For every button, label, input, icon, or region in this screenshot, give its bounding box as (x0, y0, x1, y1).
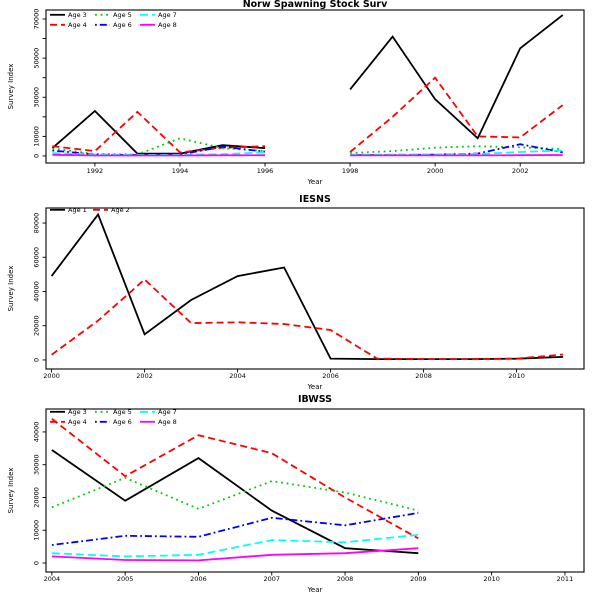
x-axis-tick-label: 2005 (117, 575, 134, 583)
legend-label-age-5: Age 5 (113, 408, 132, 416)
chart-title: IBWSS (298, 395, 332, 405)
series-line-age-5 (51, 476, 419, 512)
series-line-age-3 (349, 14, 564, 140)
series-line-age-8 (51, 547, 419, 562)
series-line-age-8 (52, 153, 266, 157)
chart-title: Norw Spawning Stock Surv (243, 0, 388, 10)
y-axis-tick-label: 40000 (33, 281, 41, 302)
x-axis-label: Year (307, 178, 323, 186)
series-line-age-7 (350, 149, 563, 156)
series-line-age-6 (51, 512, 419, 546)
legend-label-age-6: Age 6 (113, 21, 132, 29)
y-axis-tick-label: 50000 (33, 48, 41, 69)
x-axis-tick-label: 2004 (44, 575, 61, 583)
y-axis-tick-label: 10000 (33, 520, 41, 541)
x-axis-tick-label: 2009 (410, 575, 427, 583)
chart-iesns: IESNS 2000 2002 2004 2006 2008 2010 0 20000 40000… (7, 195, 585, 391)
legend-label-age-1: Age 1 (68, 206, 87, 214)
y-axis-label: Survey Index (7, 266, 15, 312)
x-axis-tick-label: 2000 (43, 372, 60, 380)
plot-box (45, 9, 585, 164)
series-line-age-2 (51, 278, 564, 361)
series-line-age-7 (51, 533, 419, 558)
x-axis-tick-label: 2007 (263, 575, 280, 583)
legend-label-age-4: Age 4 (68, 418, 87, 426)
legend-label-age-3: Age 3 (68, 11, 87, 19)
x-axis-tick-label: 2004 (229, 372, 246, 380)
x-axis-tick-label: 2006 (322, 372, 339, 380)
y-axis-tick-label: 10000 (33, 126, 41, 147)
legend-label-age-2: Age 2 (111, 206, 130, 214)
legend-label-age-7: Age 7 (158, 11, 177, 19)
x-axis-tick-label: 2008 (415, 372, 432, 380)
y-axis-tick-label: 70000 (33, 9, 41, 30)
y-axis-label: Survey Index (7, 468, 15, 514)
chart-ibwss: IBWSS 2004 2005 2006 2007 2008 2009 2010 2011 0 10… (7, 395, 585, 594)
x-axis-tick-label: 1998 (342, 167, 359, 175)
y-axis-tick-label: 30000 (33, 454, 41, 475)
x-axis-tick-label: 2002 (512, 167, 529, 175)
y-axis-tick-label: 20000 (33, 315, 41, 336)
y-axis-label: Survey Index (7, 64, 15, 110)
plot-box (45, 207, 585, 370)
x-axis-tick-label: 2002 (136, 372, 153, 380)
x-axis-tick-label: 2011 (557, 575, 574, 583)
series-line-age-1 (50, 212, 564, 361)
x-axis-tick-label: 2010 (483, 575, 500, 583)
series-line-age-6 (52, 145, 266, 156)
y-axis-tick-label: 0 (33, 154, 41, 158)
y-axis-tick-label: 30000 (33, 87, 41, 108)
x-axis-tick-label: 2006 (190, 575, 207, 583)
legend-label-age-4: Age 4 (68, 21, 87, 29)
series-line-age-5 (350, 145, 563, 154)
legend-label-age-7: Age 7 (158, 408, 177, 416)
legend-label-age-3: Age 3 (68, 408, 87, 416)
x-axis-tick-label: 1994 (172, 167, 189, 175)
series-line-age-3 (51, 449, 419, 555)
x-axis-tick-label: 1996 (257, 167, 274, 175)
y-axis-tick-label: 0 (33, 561, 41, 565)
x-axis-label: Year (307, 383, 323, 391)
series-line-age-4 (51, 418, 419, 540)
legend-label-age-8: Age 8 (158, 21, 177, 29)
chart-title: IESNS (299, 195, 331, 205)
series-line-age-3 (51, 109, 266, 155)
series-line-age-6 (350, 143, 563, 156)
series-line-age-5 (52, 137, 266, 156)
y-axis-tick-label: 60000 (33, 247, 41, 268)
y-axis-tick-label: 80000 (33, 213, 41, 234)
chart-norw-spawning-stock-surv: Norw Spawning Stock Surv 1992 1994 1996 1998… (7, 0, 585, 186)
y-axis-tick-label: 20000 (33, 487, 41, 508)
x-axis-label: Year (307, 586, 323, 594)
x-axis-tick-label: 2000 (427, 167, 444, 175)
plot-box (45, 408, 585, 573)
x-axis-tick-label: 2008 (337, 575, 354, 583)
x-axis-tick-label: 1992 (87, 167, 104, 175)
legend-label-age-8: Age 8 (158, 418, 177, 426)
series-line-age-4 (349, 76, 564, 153)
legend-label-age-6: Age 6 (113, 418, 132, 426)
x-axis-tick-label: 2010 (508, 372, 525, 380)
legend-label-age-5: Age 5 (113, 11, 132, 19)
y-axis-tick-label: 40000 (33, 422, 41, 443)
y-axis-tick-label: 0 (33, 358, 41, 362)
